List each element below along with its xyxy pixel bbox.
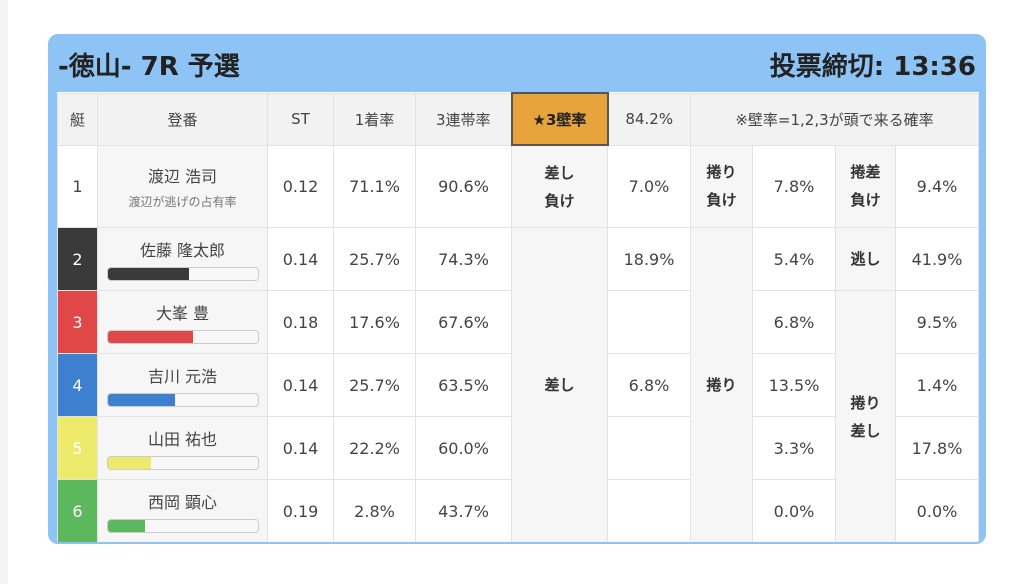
win-cell: 17.6% [333, 290, 416, 354]
boat-number: 6 [57, 479, 98, 542]
st-cell: 0.14 [267, 227, 334, 291]
race-card: -徳山- 7R 予選 投票締切: 13:36 艇登番 ST 1着率 3連帯率 ★3壁率 8… [48, 34, 986, 544]
boat-number: 4 [57, 353, 98, 417]
runner-row: 3 大峯 豊 0.18 17.6% 67.6% 6.8% 捲り 差し 9.5% [57, 290, 979, 542]
racer-cell: 大峯 豊 [97, 290, 268, 354]
sashi-rate [607, 479, 691, 542]
column-header: 艇 [57, 92, 98, 146]
boat-number: 2 [57, 227, 98, 291]
makuri-rate: 13.5% [752, 353, 836, 417]
column-header: ★3壁率 [510, 92, 609, 146]
racer-cell: 吉川 元浩 [97, 353, 268, 417]
runner-row: 6 西岡 顕心 0.19 2.8% 43.7% 0.0% 0.0% [57, 479, 979, 542]
column-header: 1着率 [333, 92, 416, 146]
racer-name: 山田 祐也 [147, 430, 218, 449]
makurisashi-rate: 41.9% [895, 227, 979, 291]
kind-label: 捲り [690, 227, 753, 542]
progress-fill [107, 331, 193, 343]
runner-row: 4 吉川 元浩 0.14 25.7% 63.5% 6.8% 13.5% 1.4% [57, 353, 979, 417]
boat-number: 3 [57, 290, 98, 354]
kind-label: 捲り 負け [690, 144, 753, 228]
win-cell: 71.1% [333, 144, 416, 228]
racer-name: 佐藤 隆太郎 [139, 241, 226, 260]
makuri-rate: 6.8% [752, 290, 836, 354]
kind-label: 逃し [835, 227, 896, 291]
progress-track [106, 456, 259, 470]
progress-fill [107, 520, 145, 532]
top3-cell: 90.6% [415, 144, 512, 228]
progress-track [106, 519, 259, 533]
racer-note: 渡辺が逃げの占有率 [128, 194, 237, 209]
card-header: -徳山- 7R 予選 投票締切: 13:36 [50, 36, 984, 92]
racer-name: 西岡 顕心 [147, 493, 218, 512]
progress-fill [107, 457, 151, 469]
runner-row: 1 渡辺 浩司 渡辺が逃げの占有率 0.12 71.1% 90.6% 差し 負け 7.0% 捲り… [57, 144, 979, 228]
runner-row: 5 山田 祐也 0.14 22.2% 60.0% 3.3% 17.8% [57, 416, 979, 480]
racer-cell: 西岡 顕心 [97, 479, 268, 542]
kind-label: 捲り 差し [835, 290, 896, 542]
progress-track [106, 393, 259, 407]
st-cell: 0.19 [267, 479, 334, 542]
win-cell: 2.8% [333, 479, 416, 542]
makurisashi-rate: 0.0% [895, 479, 979, 542]
side-strip [0, 0, 8, 584]
sashi-rate: 7.0% [607, 144, 691, 228]
makuri-rate: 0.0% [752, 479, 836, 542]
racer-name: 吉川 元浩 [147, 367, 218, 386]
column-header: 登番 [97, 92, 268, 146]
sashi-rate: 18.9% [607, 227, 691, 291]
odds-table: 艇登番 ST 1着率 3連帯率 ★3壁率 84.2% ※壁率=1,2,3が頭で来る確率 1 渡辺… [57, 92, 979, 542]
header-row: 艇登番 ST 1着率 3連帯率 ★3壁率 84.2% ※壁率=1,2,3が頭で来る確率 [57, 92, 979, 146]
progress-fill [107, 268, 189, 280]
runner-row: 2 佐藤 隆太郎 0.14 25.7% 74.3% 差し 18.9% 捲り 5.4% 逃し 41.9… [57, 227, 979, 542]
makurisashi-rate: 9.4% [895, 144, 979, 228]
kind-label: 差し [511, 227, 608, 542]
makuri-rate: 3.3% [752, 416, 836, 480]
racer-cell: 佐藤 隆太郎 [97, 227, 268, 291]
column-header: ※壁率=1,2,3が頭で来る確率 [690, 92, 979, 146]
sashi-rate [607, 290, 691, 354]
column-header: ST [267, 92, 334, 146]
racer-name: 渡辺 浩司 [147, 166, 218, 186]
sashi-rate: 6.8% [607, 353, 691, 417]
deadline: 投票締切: 13:36 [769, 51, 976, 82]
st-cell: 0.14 [267, 416, 334, 480]
race-title: -徳山- 7R 予選 [58, 51, 240, 82]
makurisashi-rate: 1.4% [895, 353, 979, 417]
top3-cell: 63.5% [415, 353, 512, 417]
st-cell: 0.14 [267, 353, 334, 417]
makurisashi-rate: 9.5% [895, 290, 979, 354]
sashi-rate [607, 416, 691, 480]
column-header: 84.2% [607, 92, 691, 146]
top3-cell: 74.3% [415, 227, 512, 291]
boat-number: 5 [57, 416, 98, 480]
top3-cell: 67.6% [415, 290, 512, 354]
column-header: 3連帯率 [415, 92, 512, 146]
win-cell: 25.7% [333, 227, 416, 291]
makuri-rate: 5.4% [752, 227, 836, 291]
makuri-rate: 7.8% [752, 144, 836, 228]
racer-cell: 渡辺 浩司渡辺が逃げの占有率 [97, 144, 268, 228]
kind-label: 捲差 負け [835, 144, 896, 228]
racer-name: 大峯 豊 [155, 304, 210, 323]
progress-track [106, 267, 259, 281]
win-cell: 25.7% [333, 353, 416, 417]
progress-fill [107, 394, 175, 406]
racer-cell: 山田 祐也 [97, 416, 268, 480]
progress-track [106, 330, 259, 344]
top3-cell: 60.0% [415, 416, 512, 480]
st-cell: 0.18 [267, 290, 334, 354]
st-cell: 0.12 [267, 144, 334, 228]
top3-cell: 43.7% [415, 479, 512, 542]
makurisashi-rate: 17.8% [895, 416, 979, 480]
kind-label: 差し 負け [511, 144, 608, 228]
win-cell: 22.2% [333, 416, 416, 480]
boat-number: 1 [57, 144, 98, 228]
